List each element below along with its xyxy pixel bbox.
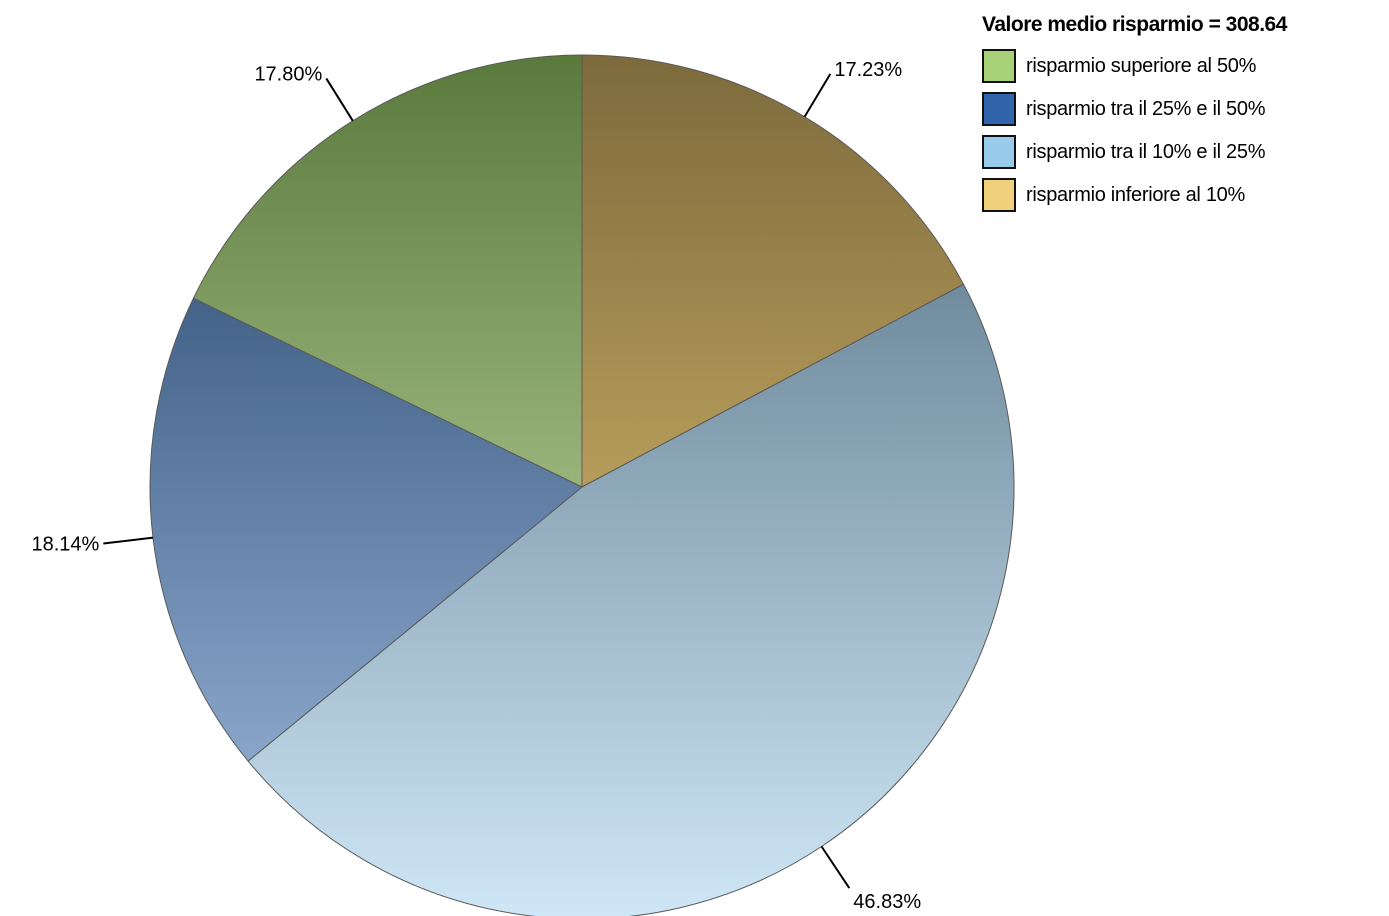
legend-label: risparmio superiore al 50% xyxy=(1026,54,1257,77)
legend-swatch xyxy=(982,92,1016,126)
legend-label: risparmio tra il 10% e il 25% xyxy=(1026,140,1266,163)
slice-value-label: 46.83% xyxy=(853,891,921,913)
pie-slices xyxy=(149,54,1015,916)
pie-slice xyxy=(247,283,1015,916)
slice-value-label: 18.14% xyxy=(31,534,99,556)
slice-value-label: 17.80% xyxy=(254,63,322,85)
legend-swatch xyxy=(982,135,1016,169)
leader-line xyxy=(103,536,154,545)
legend-label: risparmio inferiore al 10% xyxy=(1026,183,1245,206)
legend: Valore medio risparmio = 308.64 risparmi… xyxy=(982,10,1382,212)
pie-labels: 17.23% 46.83% 18.14% 17.80% xyxy=(31,59,921,913)
legend-item-25-50: risparmio tra il 25% e il 50% xyxy=(982,92,1382,126)
pie-slice xyxy=(581,54,965,488)
legend-swatch xyxy=(982,178,1016,212)
legend-item-under-10: risparmio inferiore al 10% xyxy=(982,178,1382,212)
pie-slice xyxy=(149,297,583,762)
legend-title: Valore medio risparmio = 308.64 xyxy=(982,13,1287,36)
slice-value-label: 17.23% xyxy=(834,59,902,81)
leader-line xyxy=(820,845,851,889)
legend-swatch xyxy=(982,49,1016,83)
leader-line xyxy=(325,77,354,122)
legend-item-over-50: risparmio superiore al 50% xyxy=(982,49,1382,83)
pie-slice xyxy=(192,54,583,488)
leader-line xyxy=(803,73,832,118)
legend-item-10-25: risparmio tra il 10% e il 25% xyxy=(982,135,1382,169)
legend-label: risparmio tra il 25% e il 50% xyxy=(1026,97,1266,120)
